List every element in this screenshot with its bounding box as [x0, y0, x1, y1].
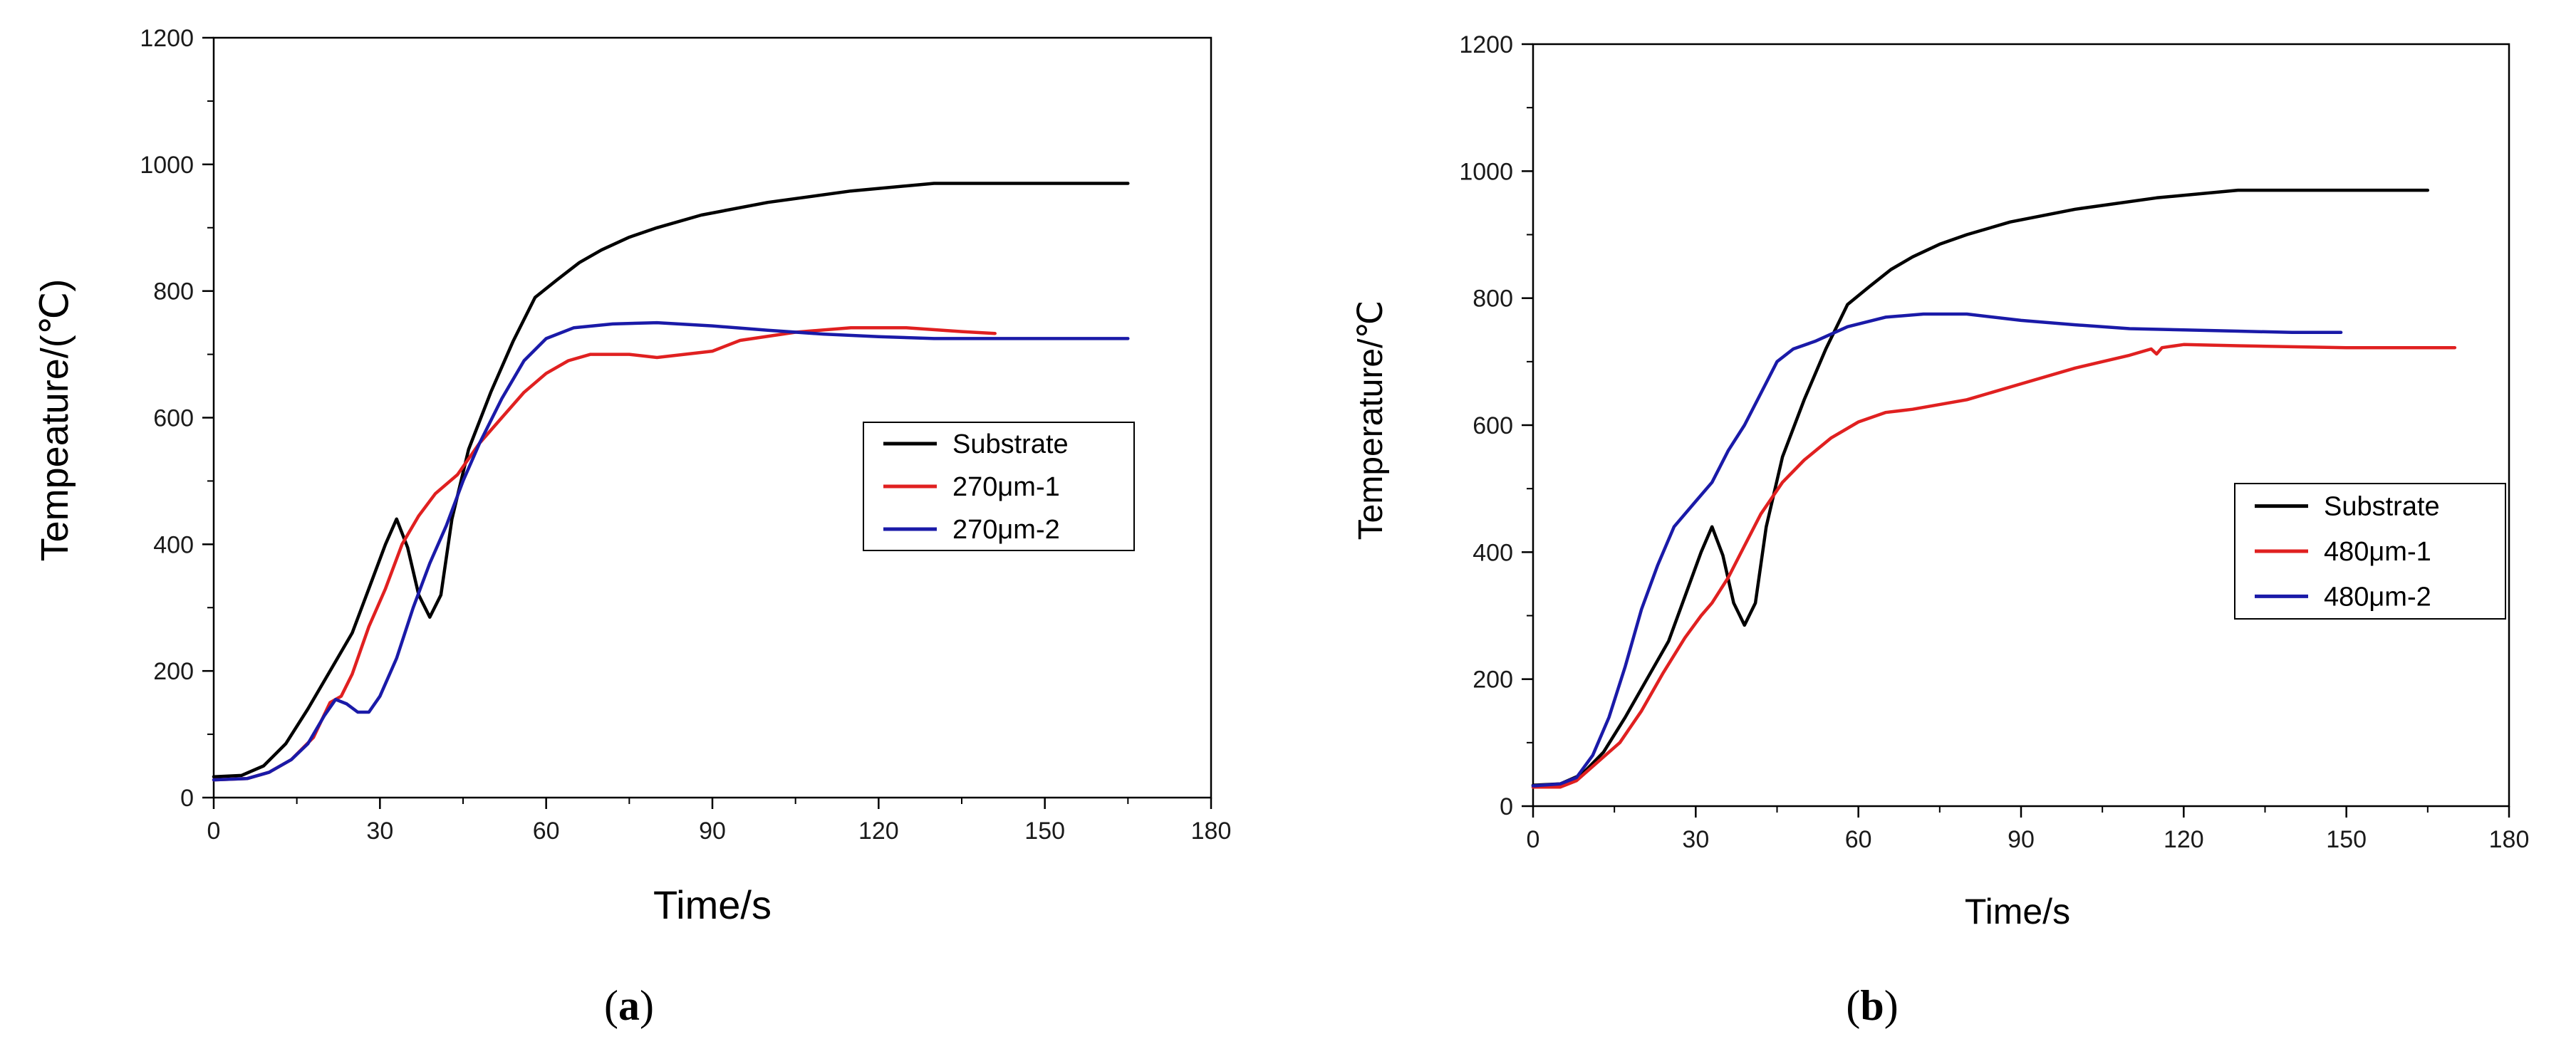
y-tick-label: 600 [153, 405, 194, 432]
legend-label: 270μm-2 [952, 515, 1060, 545]
chart-panel-b: 0 30 60 90 120 150 180 0 200 400 600 800 1000 1200 Tim… [1352, 31, 2529, 1029]
x-tick-label: 180 [2489, 826, 2530, 853]
y-tick-label: 0 [180, 785, 194, 812]
x-tick-label: 60 [533, 818, 560, 845]
y-tick-label: 1000 [140, 152, 194, 179]
caption-letter: b [1860, 982, 1884, 1029]
caption-open-paren: ( [604, 982, 618, 1029]
legend-label: 270μm-1 [952, 472, 1060, 502]
series-line-270-m-1 [212, 325, 997, 782]
caption-close-paren: ) [640, 982, 654, 1029]
plot-frame [1532, 43, 2510, 808]
caption-close-paren: ) [1884, 982, 1899, 1029]
series-line-480-m-1 [1531, 343, 2457, 789]
x-tick-label: 180 [1191, 818, 1232, 845]
x-axis-label: Time/s [1965, 892, 2070, 931]
caption-letter: a [618, 982, 640, 1029]
x-axis-label: Time/s [653, 882, 772, 927]
x-tick-label: 150 [1024, 818, 1065, 845]
legend-label: 480μm-2 [2324, 582, 2431, 612]
y-tick-label: 600 [1473, 412, 1513, 439]
y-tick-label: 1200 [1459, 31, 1513, 58]
legend: Substrate 270μm-1 270μm-2 [863, 422, 1135, 551]
chart-panel-a: 0 30 60 90 120 150 180 0 200 400 600 800 1000 1200 Tim… [33, 25, 1231, 1029]
caption-open-paren: ( [1846, 982, 1860, 1029]
legend: Substrate 480μm-1 480μm-2 [2234, 483, 2506, 620]
legend-label: Substrate [952, 429, 1069, 459]
x-tick-label: 30 [366, 818, 393, 845]
x-tick-label: 60 [1845, 826, 1872, 853]
y-axis-label: Tempeature/(℃) [33, 279, 76, 562]
y-tick-label: 0 [1500, 793, 1513, 820]
y-tick-label: 800 [153, 278, 194, 306]
x-tick-label: 30 [1682, 826, 1709, 853]
y-tick-label: 400 [1473, 539, 1513, 566]
x-tick-label: 90 [699, 818, 726, 845]
y-tick-label: 1200 [140, 25, 194, 52]
x-tick-label: 90 [2008, 826, 2035, 853]
y-axis-label: Temperature/℃ [1352, 301, 1390, 541]
x-tick-label: 150 [2326, 826, 2367, 853]
series-line-270-m-2 [212, 320, 1130, 782]
y-tick-label: 400 [153, 531, 194, 558]
y-tick-label: 800 [1473, 286, 1513, 313]
legend-label: Substrate [2324, 492, 2440, 522]
y-tick-label: 200 [1473, 667, 1513, 694]
panel-caption: (b) [1846, 982, 1898, 1029]
x-tick-label: 0 [207, 818, 221, 845]
y-tick-label: 200 [153, 658, 194, 685]
x-tick-label: 120 [858, 818, 899, 845]
legend-label: 480μm-1 [2324, 537, 2431, 567]
series-line-480-m-2 [1531, 312, 2343, 788]
y-tick-label: 1000 [1459, 158, 1513, 185]
x-tick-label: 120 [2164, 826, 2204, 853]
x-tick-label: 0 [1527, 826, 1540, 853]
panel-caption: (a) [604, 982, 654, 1029]
plot-frame [212, 36, 1212, 799]
